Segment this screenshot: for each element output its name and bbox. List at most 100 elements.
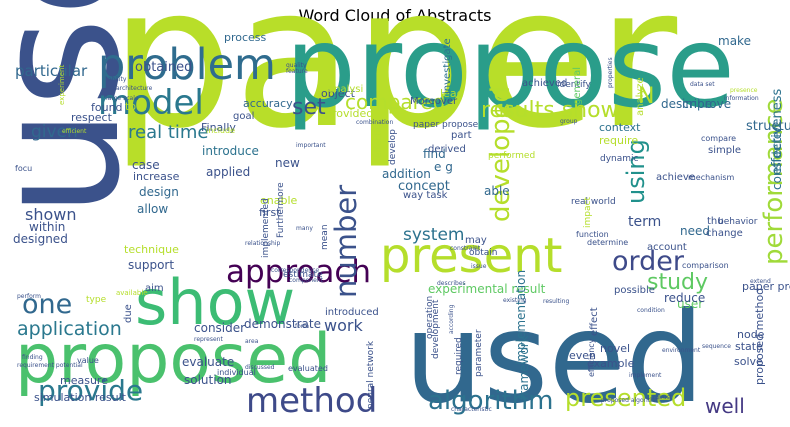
word-neural-network: neural network [366,340,376,409]
word-analysi: analysi [328,84,363,95]
word-designed: designed [13,232,68,246]
word-focu: focu [15,164,32,173]
word-experiment: experiment [58,65,66,105]
word-introduce: introduce [202,144,259,158]
word-object: object [321,87,356,100]
word-part: part [451,130,472,141]
word-application: application [17,318,122,340]
word-mean: mean [320,224,330,250]
word-condition: condition [637,307,665,314]
word-relationship: relationship [245,240,280,247]
word-many: many [296,225,313,232]
word-sequence: sequence [702,343,731,350]
word-effectiveness: effectiveness [770,88,785,175]
word-respect: respect [71,111,113,124]
word-experimental-result: experimental result [428,282,546,296]
word-robust: robust [653,394,673,401]
word-effective: effective [374,118,384,158]
word-problem: problem [98,40,276,90]
word-performance: performance [759,98,789,265]
word-show: show [135,266,295,339]
word-number: number [329,185,363,298]
word-addition: addition [382,167,431,181]
word-finally: Finally [201,121,236,134]
word-environment: environment [662,347,701,354]
word-identify: identify [557,80,591,90]
word-real-time: real time [128,122,209,143]
word-feature: feature [286,68,308,75]
word-approach: approach [226,254,371,290]
word-form: form [295,323,309,330]
word-requirement-potential: requirement potential [17,362,83,369]
word-account: account [647,242,687,253]
word-state: state [735,340,763,353]
word-provided: provided [325,107,373,120]
word-required: required [454,337,464,375]
word-e-g: e g [434,160,453,174]
word-framework: framework [517,335,531,400]
word-concept: concept [398,179,450,194]
word-method: method [246,381,377,421]
word-change: change [706,228,743,239]
word-real-world: real world [571,197,616,207]
word-n: N [638,84,654,109]
word-able: able [484,184,510,198]
word-measure: measure [60,374,108,387]
word-available: available [116,289,148,297]
word-require: require [599,134,638,147]
word-presented: presented [565,384,686,412]
word-area: area [245,338,259,345]
word-value: value [77,356,99,365]
word-goal: goal [233,111,254,122]
word-finding: finding [22,354,43,361]
word-solution: solution [184,373,232,387]
word-mechanism: mechanism [688,173,735,182]
word-improve: improve [682,97,731,111]
word-constraint: constraint [450,245,481,252]
word-quality: quality [286,62,307,69]
word-propose: propose [285,3,735,133]
cloud-background [8,33,782,420]
word-paper-present: paper present [742,280,790,293]
word-important: important [296,142,326,149]
word-node: node [737,328,765,341]
word-information: information [724,95,759,102]
word-impact: impact [583,197,593,228]
word-correspondence: correspondence [271,267,319,274]
word-extend: extend [750,278,771,285]
word-even: even [569,349,596,362]
word-properties: properties [607,57,614,88]
word-new: new [275,156,300,170]
word-comparison: comparison [682,261,729,270]
word-represent: represent [194,336,223,343]
word-combination: combination [356,119,393,126]
word-design: design [139,185,179,199]
word-particular: particular [15,62,88,80]
word-paper: paper [110,0,678,171]
word-data-set: data set [690,81,715,88]
word-technique: technique [124,243,179,256]
word-discussed: discussed [245,364,275,371]
word-lead: lead [440,87,464,100]
word-describe: describe [661,97,712,111]
word-architecture: architecture [116,85,153,92]
word-enable: enable [260,194,298,207]
word-process: process [224,31,267,44]
word-way-task: way task [403,190,448,201]
word-proposed-algorithm: proposed algorithm [601,397,660,404]
word-proposed-method: proposed method [753,288,766,385]
word-may: may [465,235,487,246]
word-considered: considered [770,124,784,190]
word-given: given [31,122,78,142]
word-reduce: reduce [664,291,705,305]
word-developed: developed [486,86,516,222]
word-efficient: efficient [62,128,87,135]
word-system: system [403,225,464,245]
word-need: need [680,224,710,238]
word-compared: compared [345,90,445,114]
word-behavior: behavior [718,217,758,227]
word-first: first [259,206,281,219]
word-using: using [622,139,650,204]
